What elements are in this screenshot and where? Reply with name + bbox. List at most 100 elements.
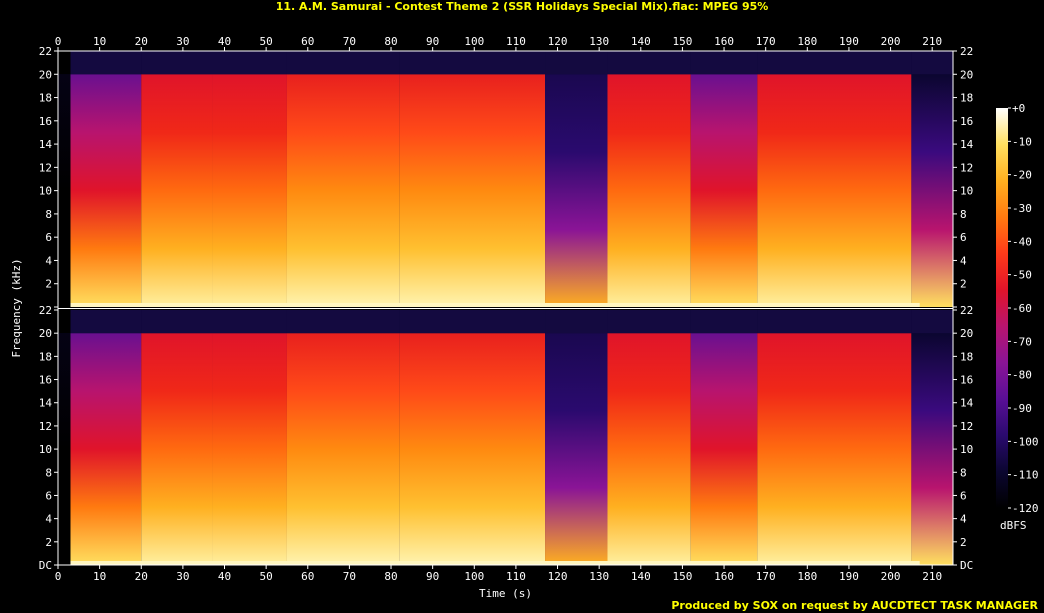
y-tick-label-right: 4 bbox=[960, 513, 967, 526]
colorbar-tick-label: -40 bbox=[1012, 235, 1032, 248]
x-tick-label-bottom: 170 bbox=[756, 570, 776, 583]
x-tick-label-bottom: 140 bbox=[631, 570, 651, 583]
y-tick-label-right: DC bbox=[960, 559, 973, 572]
segment-7 bbox=[607, 333, 691, 565]
segment-top-4 bbox=[286, 310, 400, 334]
x-tick-label-top: 210 bbox=[922, 35, 942, 48]
y-tick-label-left: 20 bbox=[39, 327, 52, 340]
segment-top-8 bbox=[690, 51, 758, 75]
segment-7 bbox=[607, 74, 691, 307]
y-tick-label-right: 10 bbox=[960, 443, 973, 456]
segment-top-7 bbox=[607, 310, 691, 334]
y-tick-label-left: DC bbox=[39, 559, 52, 572]
x-tick-label-bottom: 0 bbox=[55, 570, 62, 583]
channel-bottom bbox=[58, 310, 953, 565]
x-tick-label-top: 140 bbox=[631, 35, 651, 48]
y-tick-label-left: 16 bbox=[39, 374, 52, 387]
segment-2 bbox=[141, 74, 213, 307]
x-tick-label-bottom: 180 bbox=[797, 570, 817, 583]
colorbar-tick-label: -80 bbox=[1012, 369, 1032, 382]
x-tick-label-top: 180 bbox=[797, 35, 817, 48]
colorbar-gradient bbox=[996, 108, 1008, 508]
y-tick-label-right: 20 bbox=[960, 327, 973, 340]
dc-band bbox=[70, 303, 920, 307]
dc-band bbox=[70, 561, 920, 565]
colorbar-label: dBFS bbox=[1000, 519, 1027, 532]
x-tick-label-bottom: 10 bbox=[93, 570, 106, 583]
y-tick-label-left: 4 bbox=[45, 513, 52, 526]
x-tick-label-bottom: 110 bbox=[506, 570, 526, 583]
x-tick-label-top: 70 bbox=[343, 35, 356, 48]
y-tick-label-left: 20 bbox=[39, 68, 52, 81]
segment-5 bbox=[399, 333, 546, 565]
x-tick-label-bottom: 20 bbox=[135, 570, 148, 583]
segment-top-1 bbox=[70, 51, 142, 75]
y-tick-label-right: 14 bbox=[960, 397, 974, 410]
axes: 0 0 10 10 20 20 30 30 40 40 50 50 60 60 70 70 80 80 90 90 10… bbox=[10, 35, 974, 600]
x-tick-label-top: 150 bbox=[672, 35, 692, 48]
y-axis-label: Frequency (kHz) bbox=[10, 258, 23, 357]
segment-0 bbox=[58, 74, 71, 307]
y-tick-label-right: 10 bbox=[960, 185, 973, 198]
y-tick-label-left: 12 bbox=[39, 161, 52, 174]
segment-top-0 bbox=[58, 310, 71, 334]
x-tick-label-top: 10 bbox=[93, 35, 106, 48]
y-tick-label-right: 12 bbox=[960, 420, 973, 433]
segment-top-4 bbox=[286, 51, 400, 75]
segment-3 bbox=[212, 74, 287, 307]
segment-top-9 bbox=[757, 310, 912, 334]
x-tick-label-top: 160 bbox=[714, 35, 734, 48]
colorbar-tick-label: -110 bbox=[1012, 469, 1039, 482]
y-tick-label-left: 12 bbox=[39, 420, 52, 433]
colorbar-tick-label: -30 bbox=[1012, 202, 1032, 215]
y-tick-label-left: 16 bbox=[39, 115, 52, 128]
x-tick-label-bottom: 30 bbox=[176, 570, 189, 583]
segment-top-6 bbox=[545, 310, 608, 334]
x-tick-label-bottom: 60 bbox=[301, 570, 314, 583]
colorbar: +0 -10 -20 -30 -40 -50 -60 -70 -80 -90 -100 -110 -12… bbox=[996, 102, 1039, 532]
y-tick-label-right: 6 bbox=[960, 231, 967, 244]
colorbar-tick-label: -50 bbox=[1012, 269, 1032, 282]
colorbar-tick-label: -100 bbox=[1012, 435, 1039, 448]
segment-8 bbox=[690, 333, 758, 565]
y-tick-label-right: 2 bbox=[960, 278, 967, 291]
y-tick-label-right: 4 bbox=[960, 254, 967, 267]
x-tick-label-top: 120 bbox=[548, 35, 568, 48]
y-tick-label-right: 8 bbox=[960, 466, 967, 479]
x-tick-label-bottom: 50 bbox=[260, 570, 273, 583]
segment-top-2 bbox=[141, 310, 213, 334]
colorbar-tick-label: -60 bbox=[1012, 302, 1032, 315]
y-tick-label-right: 18 bbox=[960, 350, 973, 363]
y-tick-label-left: 10 bbox=[39, 443, 52, 456]
segment-top-10 bbox=[911, 51, 953, 75]
y-tick-label-right: 14 bbox=[960, 138, 974, 151]
y-tick-label-right: 16 bbox=[960, 115, 973, 128]
x-tick-label-bottom: 90 bbox=[426, 570, 439, 583]
x-tick-label-top: 130 bbox=[589, 35, 609, 48]
x-tick-label-top: 20 bbox=[135, 35, 148, 48]
x-axis-label: Time (s) bbox=[479, 587, 532, 600]
y-tick-label-left: 14 bbox=[39, 138, 53, 151]
y-tick-label-left: 18 bbox=[39, 350, 52, 363]
x-tick-label-bottom: 150 bbox=[672, 570, 692, 583]
segment-top-9 bbox=[757, 51, 912, 75]
segment-top-0 bbox=[58, 51, 71, 75]
x-tick-label-top: 190 bbox=[839, 35, 859, 48]
x-tick-label-bottom: 200 bbox=[881, 570, 901, 583]
segment-10 bbox=[911, 74, 953, 307]
y-tick-label-left: 2 bbox=[45, 278, 52, 291]
x-tick-label-top: 80 bbox=[384, 35, 397, 48]
segment-top-7 bbox=[607, 51, 691, 75]
segment-top-6 bbox=[545, 51, 608, 75]
y-tick-label-left: 6 bbox=[45, 231, 52, 244]
x-tick-label-bottom: 130 bbox=[589, 570, 609, 583]
x-tick-label-bottom: 70 bbox=[343, 570, 356, 583]
x-tick-label-bottom: 210 bbox=[922, 570, 942, 583]
segment-5 bbox=[399, 74, 546, 307]
x-tick-label-bottom: 160 bbox=[714, 570, 734, 583]
segment-top-5 bbox=[399, 310, 546, 334]
colorbar-tick-label: -90 bbox=[1012, 402, 1032, 415]
segment-1 bbox=[70, 74, 142, 307]
y-tick-label-right: 22 bbox=[960, 304, 973, 317]
